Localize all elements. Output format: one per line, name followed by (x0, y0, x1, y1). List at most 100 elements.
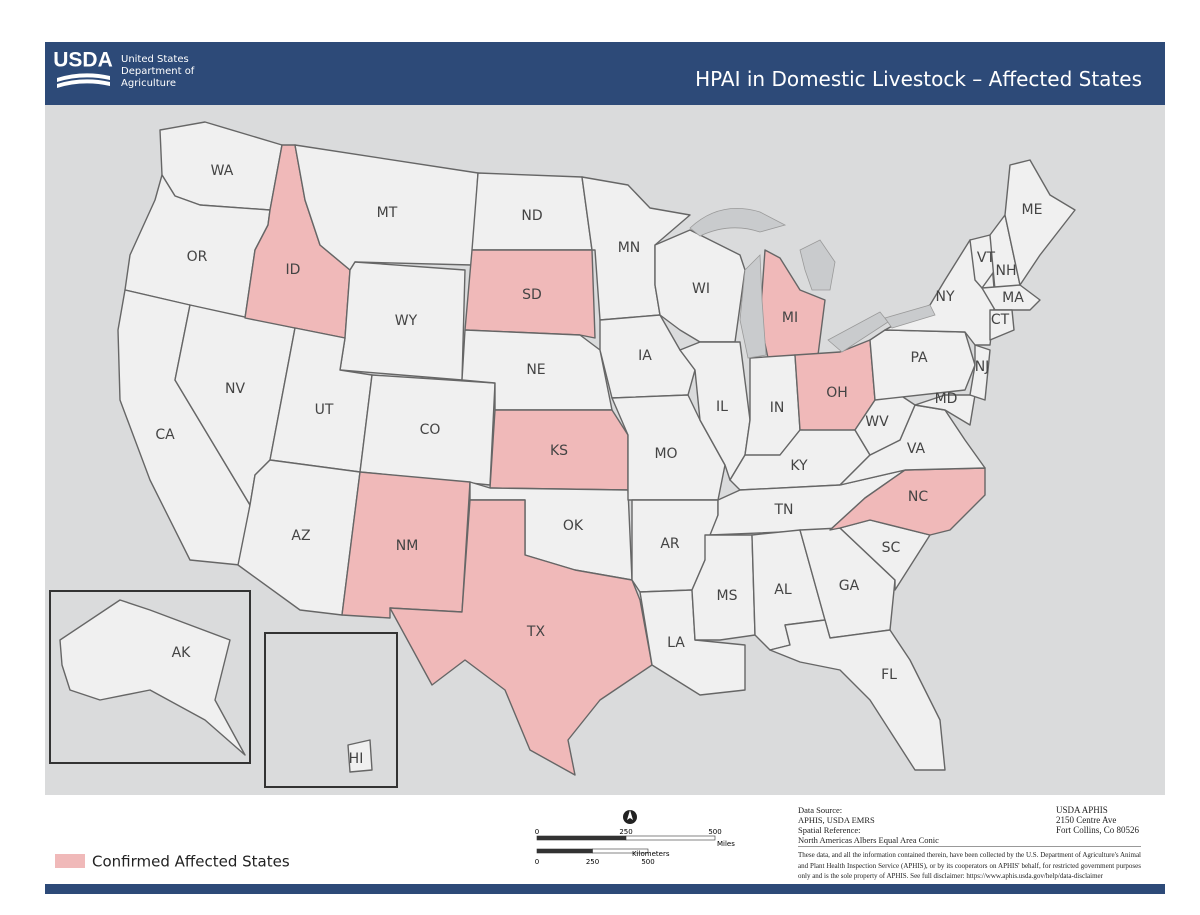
state-shape (769, 619, 946, 771)
state-label: MA (1002, 290, 1024, 306)
state-label: HI (349, 751, 364, 767)
state-label: KY (790, 458, 808, 474)
state-label: IL (716, 399, 728, 415)
scale-tick-label: 0 (535, 858, 539, 866)
address-line: Fort Collins, Co 80526 (1056, 825, 1140, 835)
state-label: LA (667, 635, 685, 651)
state-label: SC (882, 540, 901, 556)
state-label: PA (910, 350, 928, 366)
title: HPAI in Domestic Livestock – Affected St… (695, 67, 1142, 91)
state-label: WY (395, 313, 418, 329)
data-source: Data Source: APHIS, USDA EMRS Spatial Re… (798, 805, 939, 845)
north-arrow (623, 810, 637, 824)
state-label: WI (692, 281, 710, 297)
state-label: CO (420, 422, 441, 438)
scale-segment (625, 835, 716, 841)
footer-band (45, 884, 1165, 894)
state-label: VA (907, 441, 926, 457)
state-label: SD (522, 287, 542, 303)
hawaii-inset (264, 632, 398, 788)
state-label: CA (155, 427, 175, 443)
state-label: CT (991, 312, 1010, 328)
state-label: NC (908, 489, 928, 505)
state-label: GA (839, 578, 860, 594)
state-shape (679, 341, 751, 481)
logo: USDA (53, 49, 113, 72)
state-label: NY (935, 289, 954, 305)
state-label: MN (618, 240, 641, 256)
state-label: AK (172, 645, 192, 661)
state-label: WV (865, 414, 889, 430)
scale-segment (592, 848, 649, 854)
state-label: TN (773, 502, 793, 518)
state-label: NH (996, 263, 1017, 279)
scale-unit: Kilometers (632, 850, 670, 858)
state-label: ID (286, 262, 301, 278)
reference-text: North Americas Albers Equal Area Conic (798, 835, 939, 845)
scale-tick-label: 500 (708, 828, 721, 836)
data-source-text: APHIS, USDA EMRS (798, 815, 875, 825)
state-label: IA (638, 348, 652, 364)
usda-logo-waves (57, 73, 110, 88)
state-label: TX (526, 624, 546, 640)
state-shape (969, 234, 996, 289)
state-shape (599, 314, 696, 399)
state-label: MD (935, 391, 958, 407)
state-label: MO (654, 446, 677, 462)
state-shape (969, 344, 991, 401)
state-shape (347, 739, 373, 773)
address: USDA APHIS 2150 Centre Ave Fort Collins,… (1056, 805, 1139, 835)
state-label: NE (526, 362, 545, 378)
state-label: MS (717, 588, 738, 604)
state-label: VT (977, 250, 996, 266)
state-shape (464, 249, 596, 339)
state-label: ND (521, 208, 542, 224)
state-label: OR (187, 249, 208, 265)
state-shape (1004, 159, 1076, 286)
header-band (45, 42, 1165, 105)
data-source-heading: Data Source: (798, 805, 843, 815)
scale-segment (536, 848, 593, 854)
disclaimer: These data, and all the information cont… (798, 851, 1141, 880)
state-label: OH (826, 385, 848, 401)
agency-line: Agriculture (121, 78, 176, 89)
scale-segment (536, 835, 627, 841)
state-shape (914, 394, 976, 426)
state-label: AZ (291, 528, 310, 544)
state-label: AR (660, 536, 680, 552)
scale-tick-label: 250 (586, 858, 599, 866)
state-label: MI (782, 310, 798, 326)
legend-label: Confirmed Affected States (92, 853, 290, 871)
state-shape (59, 599, 246, 756)
states (117, 121, 1076, 776)
scale-tick-label: 0 (535, 828, 539, 836)
state-label: FL (881, 667, 897, 683)
scale-unit: Miles (717, 840, 735, 848)
scale-tick-label: 250 (619, 828, 632, 836)
reference-heading: Spatial Reference: (798, 825, 861, 835)
state-label: ME (1022, 202, 1043, 218)
state-label: OK (563, 518, 584, 534)
great-lakes (689, 208, 936, 359)
state-label: WA (211, 163, 234, 179)
state-labels: WA OR CA NV ID MT WY UT CO AZ NM ND SD NE KS OK TX MN IA MO… (59, 163, 1043, 773)
state-label: UT (315, 402, 334, 418)
state-label: KS (550, 443, 568, 459)
state-label: IN (770, 400, 785, 416)
address-line: 2150 Centre Ave (1056, 815, 1117, 825)
address-line: USDA APHIS (1056, 805, 1108, 815)
state-shape (389, 499, 653, 776)
state-label: NM (396, 538, 419, 554)
legend-swatch (55, 854, 85, 868)
state-shape (611, 394, 726, 501)
scale-tick-label: 500 (641, 858, 654, 866)
separator (798, 846, 1141, 847)
state-label: AL (774, 582, 792, 598)
state-shape (981, 284, 1041, 311)
state-label: MT (377, 205, 398, 221)
state-label: NV (225, 381, 245, 397)
agency-line: Department of (121, 66, 195, 77)
